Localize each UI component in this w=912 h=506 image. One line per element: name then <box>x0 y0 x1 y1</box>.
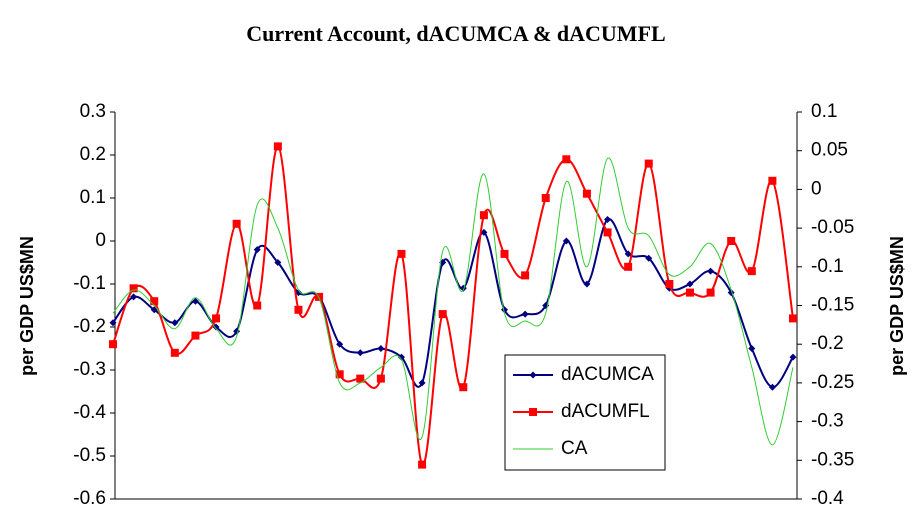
marker <box>418 379 426 387</box>
marker <box>191 297 199 305</box>
marker <box>418 460 427 469</box>
marker <box>645 254 653 262</box>
y-tick-label: -0.2 <box>73 316 106 337</box>
marker <box>707 267 715 275</box>
y2-tick-label: -0.3 <box>811 411 844 432</box>
legend-marker <box>529 408 537 416</box>
marker <box>335 370 344 379</box>
marker <box>706 288 715 297</box>
marker <box>356 374 365 383</box>
marker <box>727 237 736 245</box>
marker <box>274 259 282 266</box>
marker <box>665 280 674 288</box>
marker <box>501 306 509 314</box>
marker <box>171 319 179 327</box>
marker <box>500 249 509 258</box>
marker <box>129 284 138 293</box>
marker <box>604 216 612 223</box>
marker <box>562 155 571 164</box>
marker <box>376 374 385 383</box>
y2-tick-label: -0.15 <box>811 295 854 316</box>
marker <box>294 305 303 314</box>
y2-tick-label: 0 <box>811 178 822 199</box>
series-line <box>112 145 794 466</box>
marker <box>768 383 776 391</box>
y-axis-title: per GDP US$MN <box>17 236 37 376</box>
marker <box>479 211 488 220</box>
marker <box>747 267 756 276</box>
y2-tick-label: 0.1 <box>811 101 837 122</box>
marker <box>644 159 653 168</box>
marker <box>191 331 200 340</box>
marker <box>150 297 159 306</box>
y-tick-label: -0.5 <box>73 445 106 466</box>
legend-label: dACUMFL <box>561 401 650 422</box>
marker <box>170 348 179 357</box>
marker <box>789 353 797 361</box>
marker <box>397 353 405 361</box>
marker <box>109 340 117 349</box>
y2-tick-label: -0.1 <box>811 256 844 277</box>
marker <box>253 301 262 310</box>
marker <box>253 246 261 254</box>
marker <box>273 142 282 151</box>
y-tick-label: -0.6 <box>73 488 106 506</box>
marker <box>624 262 633 271</box>
marker <box>480 228 488 236</box>
marker <box>356 349 364 357</box>
y-tick-label: -0.3 <box>73 359 106 380</box>
marker <box>562 237 570 245</box>
legend-marker <box>529 371 537 379</box>
marker <box>232 219 241 228</box>
legend-label: dACUMCA <box>561 364 654 385</box>
marker <box>459 284 467 292</box>
series-line <box>112 218 794 389</box>
y2-tick-label: -0.35 <box>811 449 854 470</box>
legend-label: CA <box>561 438 588 459</box>
y-tick-label: 0.3 <box>80 101 106 122</box>
marker <box>212 323 220 331</box>
marker <box>336 340 344 348</box>
marker <box>130 293 138 301</box>
marker <box>521 310 529 318</box>
marker <box>582 189 591 198</box>
marker <box>748 345 756 352</box>
marker <box>789 314 797 323</box>
y-tick-label: 0 <box>95 230 106 251</box>
marker <box>624 250 632 258</box>
chart-title: Current Account, dACUMCA & dACUMFL <box>246 21 665 46</box>
marker <box>109 319 117 327</box>
marker <box>459 383 468 392</box>
marker <box>583 280 591 288</box>
y2-tick-label: -0.2 <box>811 333 844 354</box>
marker <box>521 271 530 280</box>
marker <box>212 314 221 323</box>
marker <box>603 228 612 237</box>
marker <box>438 310 447 319</box>
marker <box>541 194 550 202</box>
y-tick-label: 0.1 <box>80 187 106 208</box>
marker <box>397 249 406 258</box>
marker <box>377 345 385 352</box>
y2-tick-label: -0.05 <box>811 217 854 238</box>
marker <box>768 176 777 185</box>
y2-tick-label: -0.4 <box>811 488 844 506</box>
y2-axis-title: per GDP US$MN <box>887 236 907 376</box>
marker <box>686 280 694 288</box>
series-line <box>112 157 794 446</box>
marker <box>685 288 694 297</box>
y2-tick-label: -0.25 <box>811 372 854 393</box>
y-tick-label: -0.4 <box>73 402 106 423</box>
y-tick-label: -0.1 <box>73 273 106 294</box>
y-tick-label: 0.2 <box>80 144 106 165</box>
y2-tick-label: 0.05 <box>811 140 848 161</box>
